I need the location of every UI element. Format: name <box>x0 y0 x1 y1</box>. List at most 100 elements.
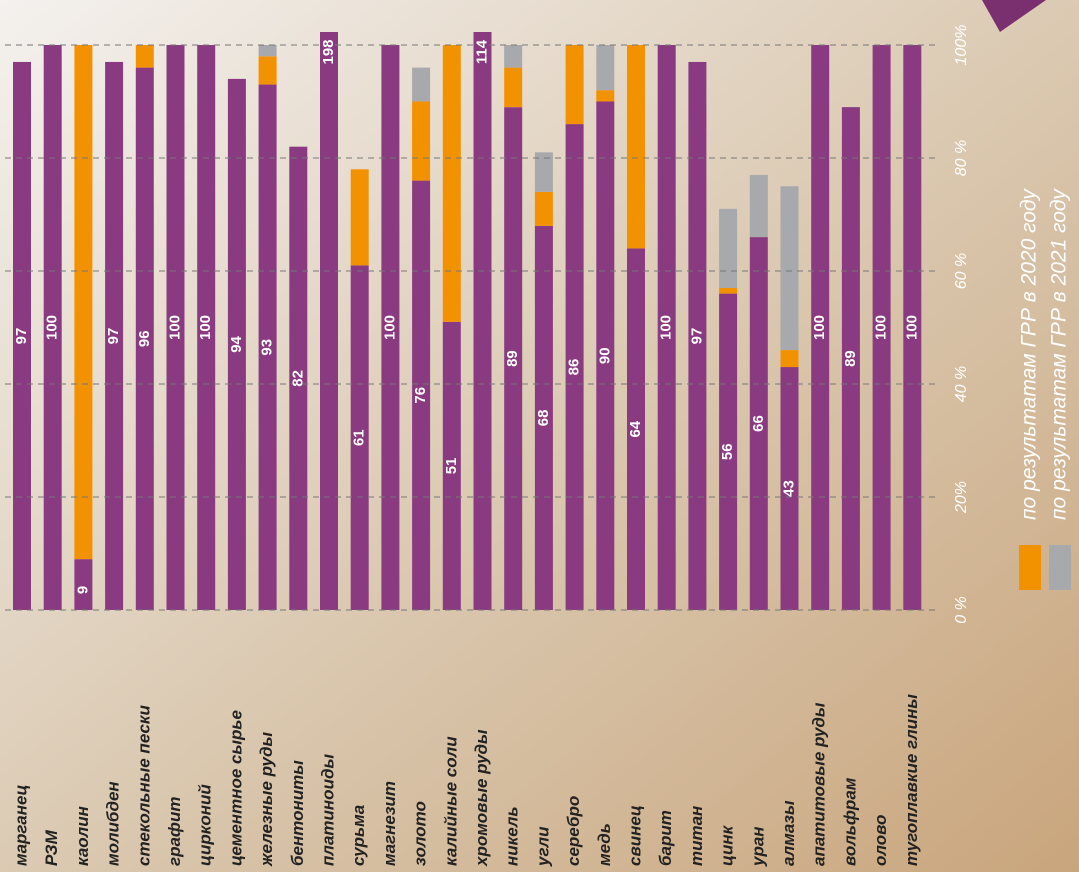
value-label: 64 <box>627 420 644 437</box>
bar-segment <box>13 61 31 610</box>
bar-segment <box>749 237 768 610</box>
value-label: 97 <box>13 328 30 345</box>
bar-segment <box>719 208 738 288</box>
y-tick-label: 40 % <box>953 366 970 402</box>
category-label: железные руды <box>257 731 276 867</box>
category-label: бентониты <box>288 760 307 866</box>
bar-segment <box>350 169 369 266</box>
bar-segment <box>135 67 154 611</box>
category-label: магнезит <box>380 781 399 866</box>
value-label: 93 <box>259 339 276 356</box>
bar-segment <box>841 107 860 611</box>
value-label: 94 <box>228 335 245 352</box>
bar-segment <box>320 32 338 610</box>
bar-segment <box>381 45 400 610</box>
bar-segment <box>442 45 461 322</box>
bar-segment <box>596 45 615 91</box>
value-label: 114 <box>473 39 490 64</box>
category-label: уран <box>748 826 767 867</box>
value-label: 89 <box>504 350 521 367</box>
value-label: 76 <box>412 387 429 404</box>
category-label: золото <box>411 801 430 866</box>
bar-segment <box>719 287 738 294</box>
bar-segment <box>811 45 830 610</box>
bar-segment <box>289 146 308 610</box>
category-label: каолин <box>73 806 92 866</box>
legend-swatch <box>1019 545 1041 590</box>
bar-segment <box>627 248 645 610</box>
bar-segment <box>105 61 124 610</box>
category-label: никель <box>503 806 522 866</box>
value-label: 97 <box>105 328 122 345</box>
bar-segment <box>596 101 615 610</box>
bar-segment <box>442 321 461 610</box>
value-label: 100 <box>811 315 828 340</box>
value-label: 82 <box>289 370 306 387</box>
bar-segment <box>534 191 553 226</box>
value-label: 56 <box>719 443 736 460</box>
category-label: стекольные пески <box>134 704 153 866</box>
bar-segment <box>473 32 492 610</box>
value-label: 100 <box>197 315 214 340</box>
bar-segment <box>258 45 277 57</box>
category-label: РЗМ <box>42 829 61 866</box>
category-label: олово <box>871 815 890 866</box>
bar-segment <box>596 90 615 102</box>
value-label: 198 <box>320 39 337 64</box>
value-label: 100 <box>903 315 920 340</box>
category-label: калийные соли <box>441 736 460 866</box>
value-label: 86 <box>566 359 583 376</box>
bar-segment <box>197 45 216 610</box>
value-label: 96 <box>136 330 153 347</box>
value-label: 100 <box>873 315 890 340</box>
bar-segment <box>412 101 431 181</box>
y-tick-label: 80 % <box>953 140 970 176</box>
bar-segment <box>534 152 553 192</box>
value-label: 51 <box>443 458 460 475</box>
category-label: цирконий <box>196 784 215 866</box>
value-label: 9 <box>74 586 91 594</box>
y-tick-label: 60 % <box>953 253 970 289</box>
bar-segment <box>166 45 185 610</box>
bar-segment <box>565 45 584 125</box>
bar-segment <box>565 124 584 610</box>
bar-segment <box>504 45 523 68</box>
bar-segment <box>412 180 431 610</box>
category-label: молибден <box>104 781 123 866</box>
category-label: титан <box>687 806 706 866</box>
bar-segment <box>719 293 738 610</box>
value-label: 97 <box>688 328 705 345</box>
bar-segment <box>74 559 93 610</box>
legend-swatch <box>1049 545 1071 590</box>
bar-segment <box>135 45 154 68</box>
category-label: угли <box>533 826 552 867</box>
bar-segment <box>412 67 431 102</box>
bar-segment <box>258 56 277 85</box>
bar-segment <box>780 367 799 610</box>
bar-segment <box>504 107 523 611</box>
category-label: медь <box>595 823 614 866</box>
category-label: апатитовые руды <box>810 702 829 866</box>
bar-segment <box>43 45 62 610</box>
value-label: 66 <box>750 415 767 432</box>
category-label: графит <box>165 797 184 866</box>
value-label: 100 <box>658 315 675 340</box>
value-label: 43 <box>780 480 797 497</box>
value-label: 100 <box>381 315 398 340</box>
value-label: 100 <box>166 315 183 340</box>
y-tick-label: 100% <box>953 25 970 66</box>
legend-label: по результатам ГРР в 2020 году <box>1018 188 1041 520</box>
y-tick-label: 20% <box>953 481 970 514</box>
bar-segment <box>903 45 922 610</box>
bar-segment <box>74 45 93 560</box>
category-label: цементное сырье <box>226 710 245 866</box>
category-label: платиноиды <box>318 754 337 866</box>
bar-segment <box>504 67 523 108</box>
y-tick-label: 0 % <box>953 596 970 624</box>
value-label: 89 <box>842 350 859 367</box>
value-label: 61 <box>351 429 368 446</box>
bar-segment <box>227 78 246 610</box>
bar-segment <box>780 350 799 368</box>
value-label: 90 <box>596 347 613 364</box>
